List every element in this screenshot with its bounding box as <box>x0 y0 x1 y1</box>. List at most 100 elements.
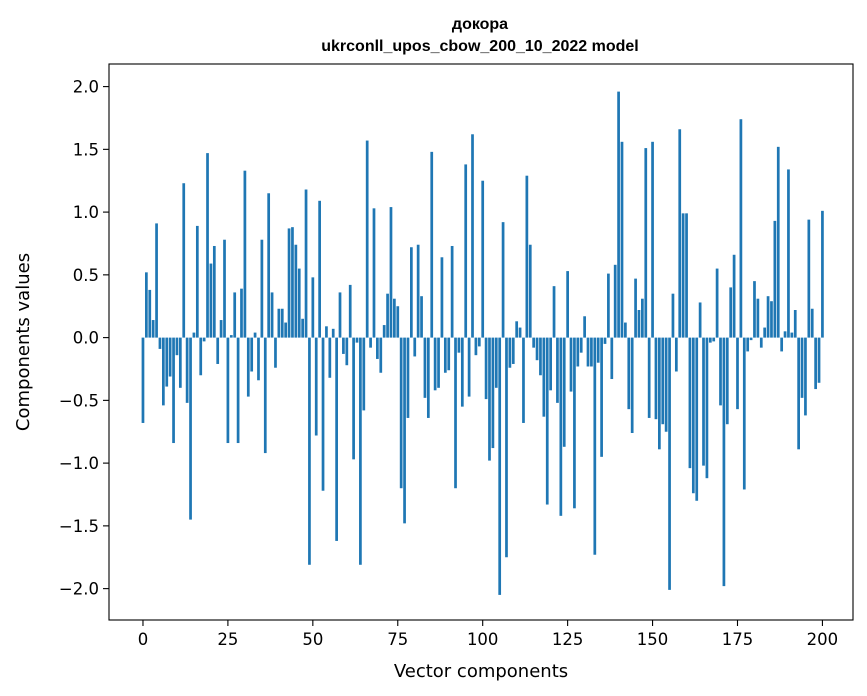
bar <box>644 148 648 338</box>
bar <box>603 337 607 344</box>
bar <box>379 337 383 373</box>
plot-frame <box>108 63 854 621</box>
bar <box>477 337 481 347</box>
bar <box>719 337 722 406</box>
bar <box>566 271 569 338</box>
bar <box>274 337 277 368</box>
bar <box>342 337 345 354</box>
bar <box>600 337 603 457</box>
y-tick-label: 1.0 <box>73 203 99 222</box>
bar <box>226 337 230 444</box>
bar <box>793 310 797 338</box>
bar <box>335 337 338 541</box>
bar <box>556 337 559 403</box>
bar <box>518 327 522 338</box>
bar <box>708 337 712 343</box>
bar <box>627 337 631 410</box>
bar <box>376 337 379 359</box>
bar <box>229 335 233 338</box>
bar <box>311 277 315 338</box>
bar <box>491 337 495 449</box>
bar <box>175 337 179 356</box>
x-tick-label: 0 <box>138 630 149 649</box>
bar <box>732 254 736 338</box>
bar <box>702 337 705 466</box>
bar <box>447 337 451 371</box>
bar <box>308 337 311 565</box>
bar <box>263 337 267 454</box>
bar <box>369 337 372 348</box>
bar <box>579 337 583 353</box>
bar <box>433 337 437 391</box>
bar <box>257 337 260 381</box>
bar-series <box>141 91 824 595</box>
bar <box>359 337 362 565</box>
bar <box>545 337 549 505</box>
bar <box>416 244 420 338</box>
y-tick-label: 0.0 <box>73 329 99 348</box>
bar <box>223 239 226 338</box>
x-axis-label: Vector components <box>394 661 568 682</box>
bar <box>338 292 342 338</box>
bar <box>736 337 739 410</box>
bar <box>783 331 787 338</box>
bar <box>165 337 169 387</box>
bar <box>443 337 447 373</box>
bar <box>773 220 777 338</box>
bar <box>141 337 145 423</box>
bar <box>484 337 488 400</box>
bar <box>810 308 814 338</box>
bar <box>365 140 369 338</box>
bar <box>505 337 508 558</box>
x-tick-label: 200 <box>807 630 839 649</box>
bar <box>182 183 186 338</box>
bar <box>770 301 773 338</box>
bar <box>406 337 410 418</box>
x-tick-label: 25 <box>217 630 238 649</box>
bar <box>148 289 152 338</box>
bar <box>192 332 196 338</box>
bar <box>352 337 355 460</box>
bar <box>413 337 417 357</box>
bar <box>817 337 821 383</box>
bar <box>691 337 695 494</box>
bar <box>725 337 729 425</box>
bar <box>522 337 525 423</box>
bar <box>712 337 716 342</box>
bar <box>739 119 743 338</box>
bar <box>573 337 576 509</box>
bar <box>590 337 593 367</box>
x-tick-label: 100 <box>467 630 499 649</box>
bar <box>647 337 651 418</box>
bar <box>189 337 192 520</box>
bar <box>583 316 586 338</box>
bar <box>613 264 617 338</box>
bar <box>212 245 216 338</box>
bar <box>236 337 240 444</box>
bar <box>804 337 807 416</box>
bar <box>301 318 304 338</box>
bar <box>209 263 213 338</box>
bar <box>246 337 250 397</box>
bar <box>620 141 624 338</box>
bar <box>742 337 746 490</box>
bar <box>457 337 461 353</box>
bar <box>532 337 536 348</box>
bar <box>539 337 542 376</box>
bar <box>678 129 682 338</box>
bar <box>671 293 675 338</box>
chart-title-line2: ukrconll_upos_cbow_200_10_2022 model <box>321 38 638 55</box>
bar <box>243 170 247 338</box>
bar <box>664 337 668 432</box>
bar <box>270 292 274 338</box>
bar <box>562 337 566 447</box>
bar <box>685 213 688 338</box>
bar <box>617 91 620 338</box>
bar <box>607 273 610 338</box>
bar <box>162 337 165 406</box>
bar <box>233 292 237 338</box>
bar <box>624 322 627 338</box>
y-axis-label: Components values <box>13 253 34 431</box>
y-tick-label: −2.0 <box>59 580 99 599</box>
bar <box>372 208 376 338</box>
